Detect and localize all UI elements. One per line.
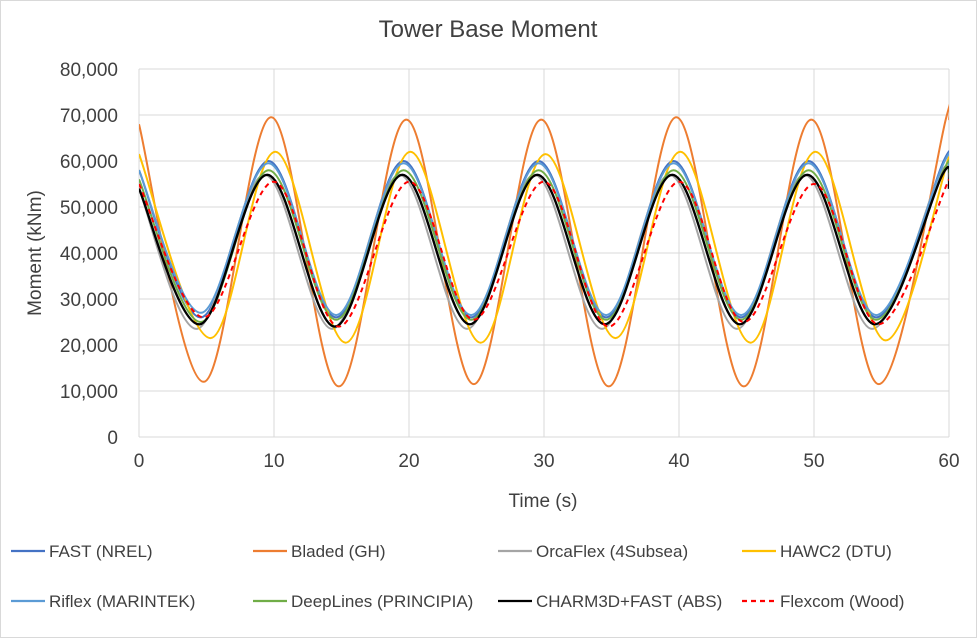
gridlines — [138, 68, 950, 437]
chart-title: Tower Base Moment — [379, 16, 598, 43]
x-tick-label: 40 — [668, 451, 689, 472]
x-tick-label: 20 — [398, 451, 419, 472]
y-tick-label: 30,000 — [60, 290, 118, 311]
y-axis-title: Moment (kNm) — [25, 190, 46, 316]
legend-label: Bladed (GH) — [291, 542, 385, 561]
axes: 0 10,000 20,000 30,000 40,000 50,000 60,000 70,… — [60, 60, 960, 472]
series-line — [139, 159, 949, 324]
series-line — [139, 150, 949, 344]
y-tick-label: 10,000 — [60, 382, 118, 403]
x-tick-label: 50 — [803, 451, 824, 472]
y-tick-label: 20,000 — [60, 336, 118, 357]
legend-label: Flexcom (Wood) — [780, 592, 904, 611]
y-tick-label: 40,000 — [60, 244, 118, 265]
y-tick-label: 70,000 — [60, 106, 118, 127]
x-tick-label: 60 — [938, 451, 959, 472]
x-tick-label: 30 — [533, 451, 554, 472]
legend-label: OrcaFlex (4Subsea) — [536, 542, 688, 561]
series-line — [139, 178, 949, 328]
y-tick-label: 80,000 — [60, 60, 118, 81]
legend-label: Riflex (MARINTEK) — [49, 592, 195, 611]
series-line — [139, 164, 949, 330]
y-tick-label: 60,000 — [60, 152, 118, 173]
x-tick-label: 0 — [134, 451, 145, 472]
series-lines — [139, 103, 949, 388]
legend-label: DeepLines (PRINCIPIA) — [291, 592, 473, 611]
legend-label: FAST (NREL) — [49, 542, 153, 561]
legend-label: CHARM3D+FAST (ABS) — [536, 592, 722, 611]
legend: FAST (NREL) Bladed (GH) OrcaFlex (4Subsea)… — [11, 542, 904, 611]
series-line — [139, 165, 949, 328]
y-tick-label: 0 — [107, 428, 118, 449]
series-line — [139, 103, 949, 388]
x-tick-label: 10 — [263, 451, 284, 472]
x-axis-title: Time (s) — [509, 491, 578, 512]
y-tick-label: 50,000 — [60, 198, 118, 219]
legend-label: HAWC2 (DTU) — [780, 542, 892, 561]
